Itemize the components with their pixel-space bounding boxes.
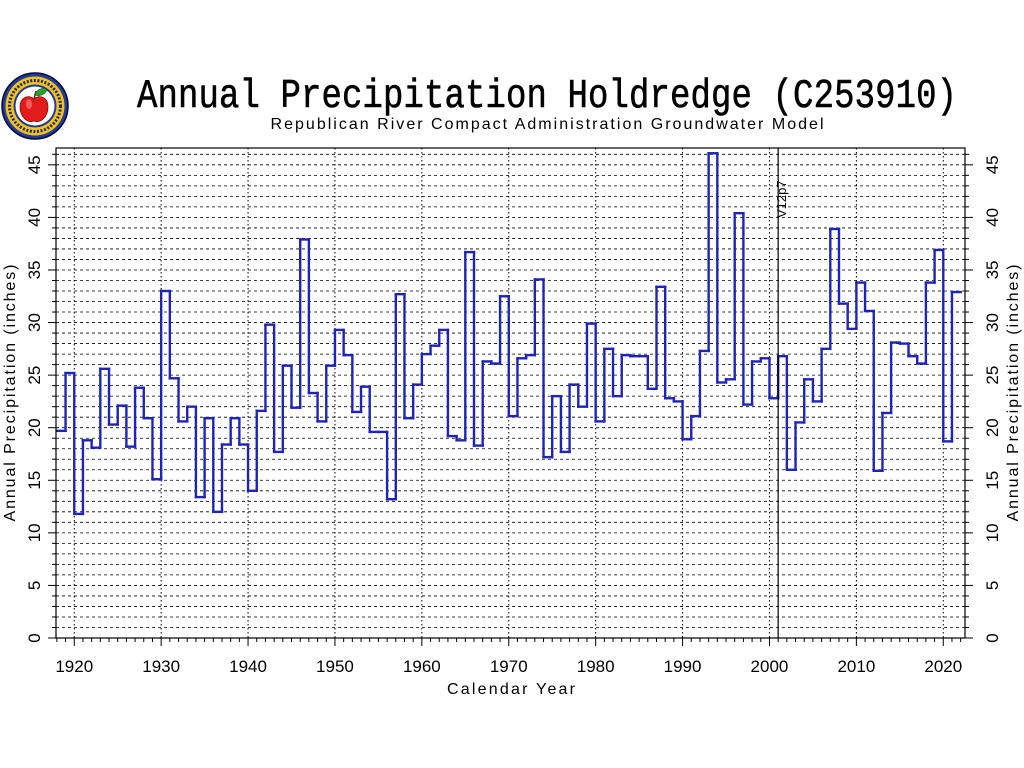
y-tick-label-right: 30 [983,313,1002,332]
chart-title: Annual Precipitation Holdredge (C253910) [137,74,957,120]
y-tick-label-right: 10 [983,523,1002,542]
precipitation-series [55,152,962,516]
x-tick-label: 1960 [403,657,441,676]
y-tick-label-right: 25 [983,366,1002,385]
annotation: V12p7 [774,148,789,638]
x-tick-label: 1950 [316,657,354,676]
y-tick-label-left: 25 [25,366,44,385]
gridlines [56,148,965,638]
y-tick-label-right: 45 [983,155,1002,174]
y-tick-label-left: 30 [25,313,44,332]
y-tick-label-left: 5 [25,581,44,590]
x-tick-label: 1940 [229,657,267,676]
y-axis-label-left: Annual Precipitation (inches) [2,265,19,522]
chart-subtitle: Republican River Compact Administration … [271,116,824,133]
y-tick-label-right: 20 [983,418,1002,437]
y-tick-label-right: 40 [983,208,1002,227]
x-tick-label: 2010 [837,657,875,676]
x-tick-label: 1970 [490,657,528,676]
axis-ticks [48,153,973,646]
y-axis-label-right: Annual Precipitation (inches) [1005,265,1022,522]
y-tick-label-right: 5 [983,581,1002,590]
y-tick-label-right: 15 [983,471,1002,490]
y-tick-label-left: 45 [25,155,44,174]
y-tick-label-right: 0 [983,633,1002,642]
x-tick-label: 1920 [55,657,93,676]
x-tick-label: 2020 [924,657,962,676]
y-tick-label-left: 0 [25,633,44,642]
y-tick-label-left: 40 [25,208,44,227]
plot-frame [55,147,966,639]
y-tick-label-left: 10 [25,523,44,542]
apple-seal-logo [1,72,69,140]
annotation-label: V12p7 [774,180,789,218]
y-tick-label-left: 35 [25,261,44,280]
x-tick-label: 2000 [751,657,789,676]
x-axis-label: Calendar Year [447,681,576,698]
y-tick-label-left: 20 [25,418,44,437]
x-tick-label: 1990 [664,657,702,676]
x-tick-label: 1980 [577,657,615,676]
step-connectors [64,152,954,516]
x-tick-label: 1930 [142,657,180,676]
y-tick-label-right: 35 [983,261,1002,280]
y-tick-label-left: 15 [25,471,44,490]
